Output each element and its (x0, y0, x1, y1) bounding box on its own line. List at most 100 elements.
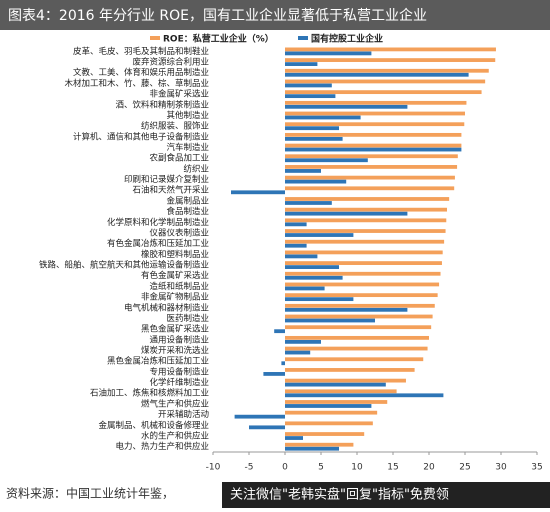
bar (285, 250, 443, 255)
bar (285, 275, 343, 280)
x-tick-label: 35 (531, 463, 542, 473)
source: 资料来源：中国工业统计年鉴， (6, 486, 174, 501)
bar (285, 100, 467, 105)
bar (285, 169, 321, 173)
bar (285, 229, 446, 233)
bar (285, 165, 458, 169)
y-tick-label: 其他制造业 (166, 110, 209, 121)
bar (285, 261, 442, 265)
y-tick-label: 废弃资源综合利用业 (132, 57, 209, 68)
bar (285, 368, 415, 372)
y-tick-label: 黑色金属矿采选业 (141, 324, 209, 335)
y-tick-label: 纺织服装、服饰业 (141, 121, 209, 132)
y-tick-label: 通用设备制造业 (149, 334, 209, 345)
bar (285, 339, 321, 344)
y-tick-label: 有色金属矿采选业 (141, 270, 209, 281)
legend-swatch (298, 36, 308, 40)
bar (285, 325, 432, 330)
y-tick-label: 造纸和纸制品业 (149, 281, 209, 292)
y-tick-label: 电力、热力生产和供应业 (115, 441, 209, 452)
bar (285, 111, 465, 116)
y-tick-label: 铁路、船舶、航空航天和其他运输设备制造业 (39, 260, 209, 271)
bar (285, 303, 435, 308)
y-tick-label: 煤炭开采和洗选业 (141, 345, 209, 356)
y-tick-label: 仪器仪表制造业 (149, 227, 209, 238)
bar (285, 436, 303, 440)
bar (285, 432, 365, 436)
y-tick-label: 水的生产和供应业 (141, 430, 209, 441)
bar (285, 186, 455, 191)
bar (285, 233, 354, 237)
chart-title: 图表4：2016 年分行业 ROE，国有工业企业显著低于私营工业企业 (8, 7, 427, 24)
bar (285, 90, 482, 95)
bar (285, 382, 386, 387)
y-tick-label: 化学原料和化学制品制造业 (107, 217, 209, 228)
y-tick-label: 专用设备制造业 (149, 366, 209, 377)
bar (285, 62, 318, 66)
title-bar (0, 0, 550, 30)
y-tick-label: 金属制品、机械和设备修理业 (98, 420, 209, 431)
y-tick-label: 食品制造业 (166, 206, 209, 217)
y-tick-label: 酒、饮料和精制茶制造业 (115, 99, 209, 110)
bar (285, 239, 445, 244)
bar (285, 175, 455, 180)
legend-label: ROE：私营工业企业（%） (163, 33, 274, 45)
legend-label: 国有控股工业企业 (311, 33, 383, 45)
y-tick-label: 非金属矿采选业 (149, 89, 209, 100)
y-tick-label: 非金属矿物制品业 (141, 292, 209, 303)
bar (285, 400, 388, 404)
bar (285, 83, 332, 88)
bar (285, 79, 486, 84)
bar (285, 94, 336, 99)
y-tick-label: 有色金属冶炼和压延加工业 (107, 238, 209, 249)
bar (285, 222, 307, 227)
bar (285, 115, 361, 120)
bar (285, 265, 339, 269)
bar (285, 282, 440, 287)
y-tick-label: 农副食品加工业 (149, 153, 209, 164)
bar (231, 190, 285, 195)
bar (285, 58, 496, 62)
y-tick-label: 石油和天然气开采业 (132, 185, 209, 196)
x-tick-label: 10 (351, 463, 363, 473)
bar (285, 72, 469, 77)
y-tick-label: 印刷和记录媒介复制业 (124, 174, 209, 185)
bar (285, 201, 332, 205)
bar (285, 122, 465, 127)
bar (285, 318, 375, 323)
bar (285, 207, 447, 212)
bar (285, 254, 318, 259)
bar (285, 350, 311, 355)
bar (285, 147, 462, 152)
bar (285, 143, 462, 148)
y-tick-label: 黑色金属冶炼和压延加工业 (107, 356, 209, 367)
bar (285, 357, 424, 362)
bar (285, 218, 447, 223)
bar (285, 243, 307, 248)
bar (234, 414, 285, 419)
bar (285, 179, 347, 184)
bar (285, 421, 373, 426)
bar (285, 389, 397, 394)
bar (285, 197, 450, 201)
bar (274, 329, 285, 334)
x-tick-label: -10 (206, 463, 221, 473)
x-tick-label: 20 (423, 463, 435, 473)
bar (285, 442, 354, 447)
bar (285, 158, 368, 163)
x-tick-label: 0 (282, 463, 288, 473)
bar (285, 51, 372, 56)
bar (263, 372, 285, 376)
bar (285, 286, 325, 291)
legend-swatch (150, 36, 160, 40)
bar (285, 346, 428, 351)
bar (285, 132, 462, 137)
bar (285, 154, 458, 159)
bar (285, 271, 441, 276)
bar (285, 136, 343, 141)
bar (285, 297, 354, 302)
x-tick-label: 30 (495, 463, 507, 473)
bar (285, 307, 408, 312)
bar (285, 378, 406, 383)
